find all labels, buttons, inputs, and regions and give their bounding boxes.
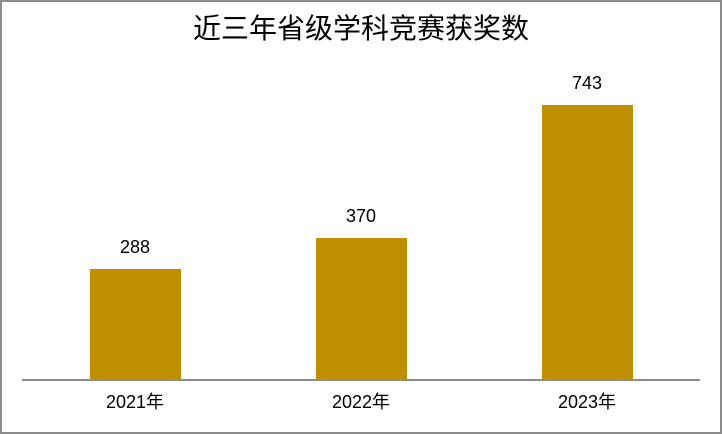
category-label-2021: 2021年 bbox=[105, 392, 165, 412]
data-label-2023: 743 bbox=[571, 73, 603, 93]
bar-2022 bbox=[315, 237, 407, 379]
category-axis: 2021年 2022年 2023年 bbox=[22, 393, 700, 411]
chart-title: 近三年省级学科竞赛获奖数 bbox=[192, 13, 529, 44]
x-axis-line bbox=[22, 379, 700, 381]
bar-group-2021: 288 bbox=[22, 74, 248, 379]
bar-group-2022: 370 bbox=[248, 74, 474, 379]
plot-area: 288 370 743 bbox=[22, 74, 700, 379]
bar-2023 bbox=[541, 105, 633, 379]
bar-group-2023: 743 bbox=[474, 74, 700, 379]
category-label-2022: 2022年 bbox=[331, 392, 391, 412]
data-label-2022: 370 bbox=[345, 205, 377, 226]
bar-2021 bbox=[89, 269, 181, 379]
category-label-2023: 2023年 bbox=[557, 392, 617, 412]
data-label-2021: 288 bbox=[119, 237, 151, 258]
